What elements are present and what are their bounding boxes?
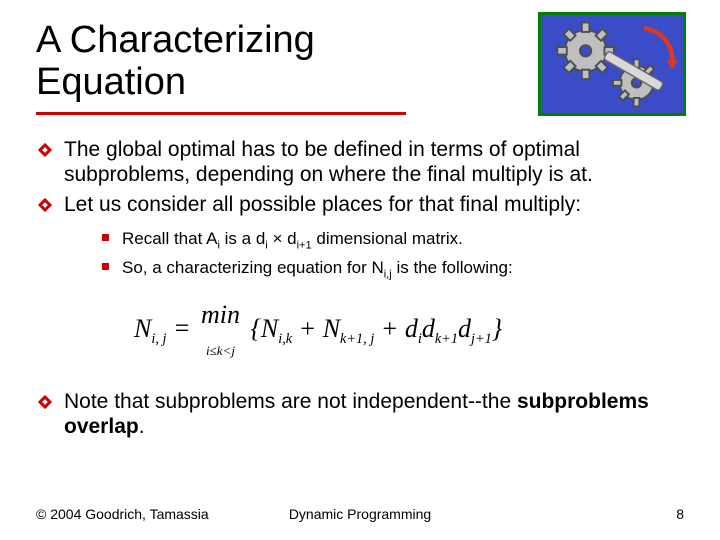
note-a: Note that subproblems are not independen…: [64, 390, 517, 413]
sb1-ip1: i+1: [297, 240, 312, 252]
bullet-1: The global optimal has to be defined in …: [36, 137, 684, 188]
eq-dk1: k+1: [435, 331, 458, 347]
eq-p2: +: [374, 314, 405, 343]
gears-icon: [541, 15, 683, 113]
eq-eq: =: [173, 314, 197, 343]
eq-ij: i, j: [151, 331, 166, 347]
eq-N2: N: [261, 314, 278, 343]
gears-illustration: [538, 12, 686, 116]
eq-min-range: i≤k<j: [206, 343, 235, 358]
sb2-ij: i,j: [384, 269, 392, 281]
bullet-note: Note that subproblems are not independen…: [36, 389, 684, 440]
eq-k1j: k+1, j: [340, 331, 374, 347]
eq-min: min i≤k<j: [201, 299, 240, 362]
sb1-a: Recall that A: [122, 229, 217, 248]
footer-title: Dynamic Programming: [289, 506, 431, 522]
sub-bullet-list: Recall that Ai is a di × di+1 dimensiona…: [100, 227, 684, 283]
eq-min-top: min: [201, 300, 240, 329]
footer-page-number: 8: [676, 506, 684, 522]
slide: A Characterizing Equation: [0, 0, 720, 540]
eq-d1: d: [405, 314, 418, 343]
bullet-2-text: Let us consider all possible places for …: [64, 193, 581, 216]
sb1-d: dimensional matrix.: [312, 229, 463, 248]
sb2-b: is the following:: [392, 258, 513, 277]
eq-dj1: j+1: [471, 331, 492, 347]
sb2-a: So, a characterizing equation for N: [122, 258, 384, 277]
characterizing-equation: Ni, j = min i≤k<j {Ni,k + Nk+1, j + didk…: [134, 299, 684, 362]
eq-d2: d: [422, 314, 435, 343]
bullet-2: Let us consider all possible places for …: [36, 192, 684, 363]
eq-lb: {: [250, 314, 260, 343]
eq-p1: +: [292, 314, 323, 343]
eq-rb: }: [492, 314, 502, 343]
slide-footer: © 2004 Goodrich, Tamassia Dynamic Progra…: [0, 506, 720, 522]
eq-lhs: Ni, j: [134, 313, 166, 349]
eq-N1: N: [134, 314, 151, 343]
eq-d3: d: [458, 314, 471, 343]
note-c: .: [139, 415, 145, 438]
eq-ik: i,k: [278, 331, 292, 347]
sb1-b: is a d: [220, 229, 265, 248]
eq-N3: N: [323, 314, 340, 343]
sub-bullet-1: Recall that Ai is a di × di+1 dimensiona…: [100, 227, 684, 254]
main-bullet-list: The global optimal has to be defined in …: [36, 137, 684, 440]
slide-title: A Characterizing Equation: [36, 20, 406, 115]
footer-copyright: © 2004 Goodrich, Tamassia: [36, 506, 209, 522]
eq-body: {Ni,k + Nk+1, j + didk+1dj+1}: [250, 313, 502, 349]
sb1-c: × d: [268, 229, 297, 248]
sub-bullet-2: So, a characterizing equation for Ni,j i…: [100, 256, 684, 283]
